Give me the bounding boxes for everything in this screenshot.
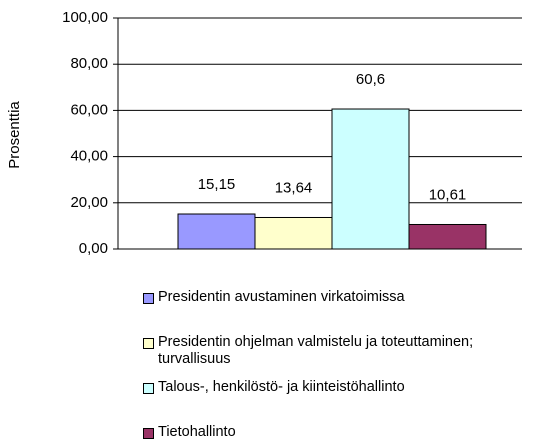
data-label: 15,15 <box>198 176 236 193</box>
y-tick-label: 20,00 <box>70 194 108 211</box>
bar <box>254 216 333 250</box>
legend-swatch <box>143 293 154 304</box>
y-tick-label: 100,00 <box>62 9 108 26</box>
y-tick-label: 60,00 <box>70 101 108 118</box>
y-tick-label: 40,00 <box>70 148 108 165</box>
y-tick-label: 0,00 <box>79 240 108 257</box>
legend-entry: Presidentin avustaminen virkatoimissa <box>143 289 523 306</box>
legend-entry: Presidentin ohjelman valmistelu ja toteu… <box>143 334 523 368</box>
bar <box>331 108 410 250</box>
legend-label: Tietohallinto <box>158 424 236 440</box>
data-label: 10,61 <box>429 186 467 203</box>
data-label: 60,6 <box>356 71 385 88</box>
bar <box>177 213 256 250</box>
y-axis-label: Prosenttia <box>6 101 23 169</box>
legend-swatch <box>143 428 154 439</box>
legend-swatch <box>143 383 154 394</box>
legend-label: Presidentin avustaminen virkatoimissa <box>158 289 405 305</box>
legend-entry: Talous-, henkilöstö- ja kiinteistöhallin… <box>143 379 523 396</box>
bar <box>408 223 487 250</box>
legend-swatch <box>143 338 154 349</box>
legend-entry: Tietohallinto <box>143 424 523 441</box>
data-label: 13,64 <box>275 179 313 196</box>
legend-label: Talous-, henkilöstö- ja kiinteistöhallin… <box>158 379 405 395</box>
y-tick-label: 80,00 <box>70 55 108 72</box>
chart: Prosenttia 0,00 20,00 40,00 60,00 80,00 100,0… <box>6 9 522 257</box>
legend-label: Presidentin ohjelman valmistelu ja toteu… <box>158 334 474 367</box>
